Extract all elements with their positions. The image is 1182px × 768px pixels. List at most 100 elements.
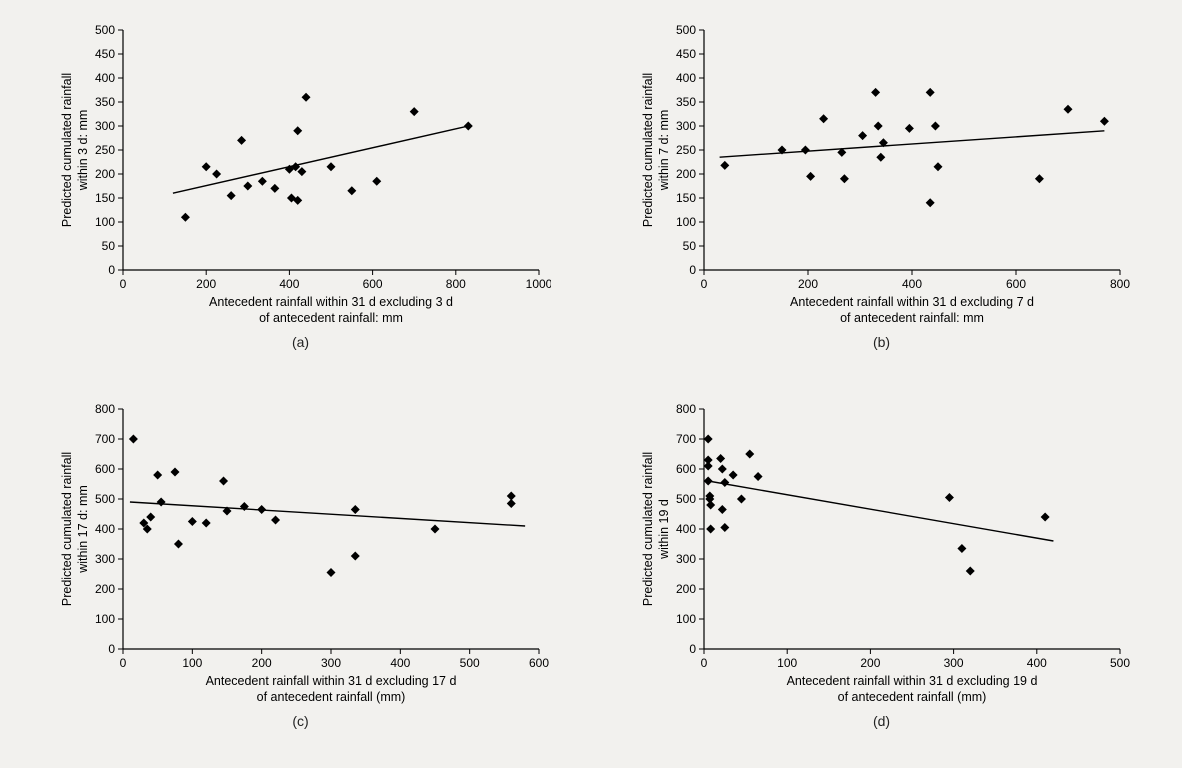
y-tick-label: 150 [94,191,114,205]
data-point-icon [925,198,934,207]
data-point-icon [925,88,934,97]
x-axis-title-line2: of antecedent rainfall (mm) [837,690,986,704]
x-tick-label: 400 [901,277,921,291]
data-point-icon [463,122,472,131]
x-axis-title-line2: of antecedent rainfall: mm [259,311,403,325]
data-point-icon [839,174,848,183]
y-axis-title-line2: within 17 d: mm [76,485,90,574]
trendline [719,131,1104,157]
y-tick-label: 300 [94,119,114,133]
data-point-icon [430,525,439,534]
x-tick-label: 600 [362,277,382,291]
data-point-icon [1040,513,1049,522]
y-tick-label: 250 [675,143,695,157]
data-point-icon [745,450,754,459]
x-tick-label: 800 [445,277,465,291]
x-tick-label: 100 [182,656,202,670]
y-tick-label: 200 [675,167,695,181]
y-axis-title-line1: Predicted cumulated rainfall [60,452,74,606]
data-point-icon [1063,105,1072,114]
x-axis-title-line1: Antecedent rainfall within 31 d excludin… [786,674,1037,688]
y-tick-label: 350 [675,95,695,109]
data-point-icon [180,213,189,222]
x-axis-title-line1: Antecedent rainfall within 31 d excludin… [209,295,453,309]
chart-panel-d: 0100200300400500010020030040050060070080… [621,399,1142,748]
y-tick-label: 200 [94,167,114,181]
data-point-icon [270,184,279,193]
y-tick-label: 500 [675,492,695,506]
y-tick-label: 400 [675,71,695,85]
data-point-icon [153,471,162,480]
data-point-icon [819,114,828,123]
x-tick-label: 0 [700,277,707,291]
y-tick-label: 450 [94,47,114,61]
data-point-icon [944,493,953,502]
y-tick-label: 150 [675,191,695,205]
panel-sublabel-d: (d) [873,713,890,729]
y-tick-label: 400 [675,522,695,536]
data-point-icon [728,471,737,480]
data-point-icon [858,131,867,140]
x-tick-label: 400 [1026,656,1046,670]
data-point-icon [703,462,712,471]
data-point-icon [703,477,712,486]
x-tick-label: 300 [320,656,340,670]
x-tick-label: 400 [390,656,410,670]
panel-sublabel-b: (b) [873,334,890,350]
data-point-icon [326,162,335,171]
data-point-icon [271,516,280,525]
y-axis-title-line2: within 7 d: mm [657,110,671,192]
data-point-icon [506,492,515,501]
y-tick-label: 400 [94,522,114,536]
x-axis-title-line1: Antecedent rainfall within 31 d excludin… [790,295,1034,309]
y-tick-label: 300 [94,552,114,566]
data-point-icon [187,517,196,526]
scatter-chart-c: 0100200300400500600010020030040050060070… [51,399,551,709]
chart-panel-a: 0200400600800100005010015020025030035040… [40,20,561,369]
y-tick-label: 300 [675,119,695,133]
y-tick-label: 500 [94,492,114,506]
scatter-chart-a: 0200400600800100005010015020025030035040… [51,20,551,330]
y-tick-label: 50 [101,239,115,253]
data-point-icon [409,107,418,116]
y-tick-label: 450 [675,47,695,61]
y-tick-label: 100 [675,612,695,626]
x-tick-label: 100 [777,656,797,670]
data-point-icon [736,495,745,504]
y-axis-title-line2: within 19 d [657,499,671,560]
x-tick-label: 500 [1109,656,1129,670]
data-point-icon [226,191,235,200]
x-tick-label: 1000 [525,277,550,291]
data-point-icon [904,124,913,133]
y-tick-label: 0 [108,642,115,656]
y-axis-title-line2: within 3 d: mm [76,110,90,192]
panel-sublabel-a: (a) [292,334,309,350]
chart-panel-c: 0100200300400500600010020030040050060070… [40,399,561,748]
trendline [172,126,467,193]
scatter-chart-b: 0200400600800050100150200250300350400450… [632,20,1132,330]
y-tick-label: 0 [689,263,696,277]
data-point-icon [372,177,381,186]
x-tick-label: 600 [528,656,548,670]
y-tick-label: 700 [94,432,114,446]
data-point-icon [965,567,974,576]
x-tick-label: 200 [797,277,817,291]
x-tick-label: 400 [279,277,299,291]
y-tick-label: 0 [108,263,115,277]
data-point-icon [871,88,880,97]
data-point-icon [717,505,726,514]
x-axis-title-line1: Antecedent rainfall within 31 d excludin… [205,674,456,688]
y-tick-label: 0 [689,642,696,656]
x-tick-label: 0 [119,656,126,670]
x-axis-title-line2: of antecedent rainfall: mm [840,311,984,325]
x-tick-label: 0 [700,656,707,670]
data-point-icon [350,552,359,561]
data-point-icon [706,525,715,534]
y-tick-label: 250 [94,143,114,157]
x-tick-label: 200 [860,656,880,670]
y-tick-label: 100 [675,215,695,229]
data-point-icon [257,505,266,514]
data-point-icon [876,153,885,162]
data-point-icon [128,435,137,444]
data-point-icon [350,505,359,514]
